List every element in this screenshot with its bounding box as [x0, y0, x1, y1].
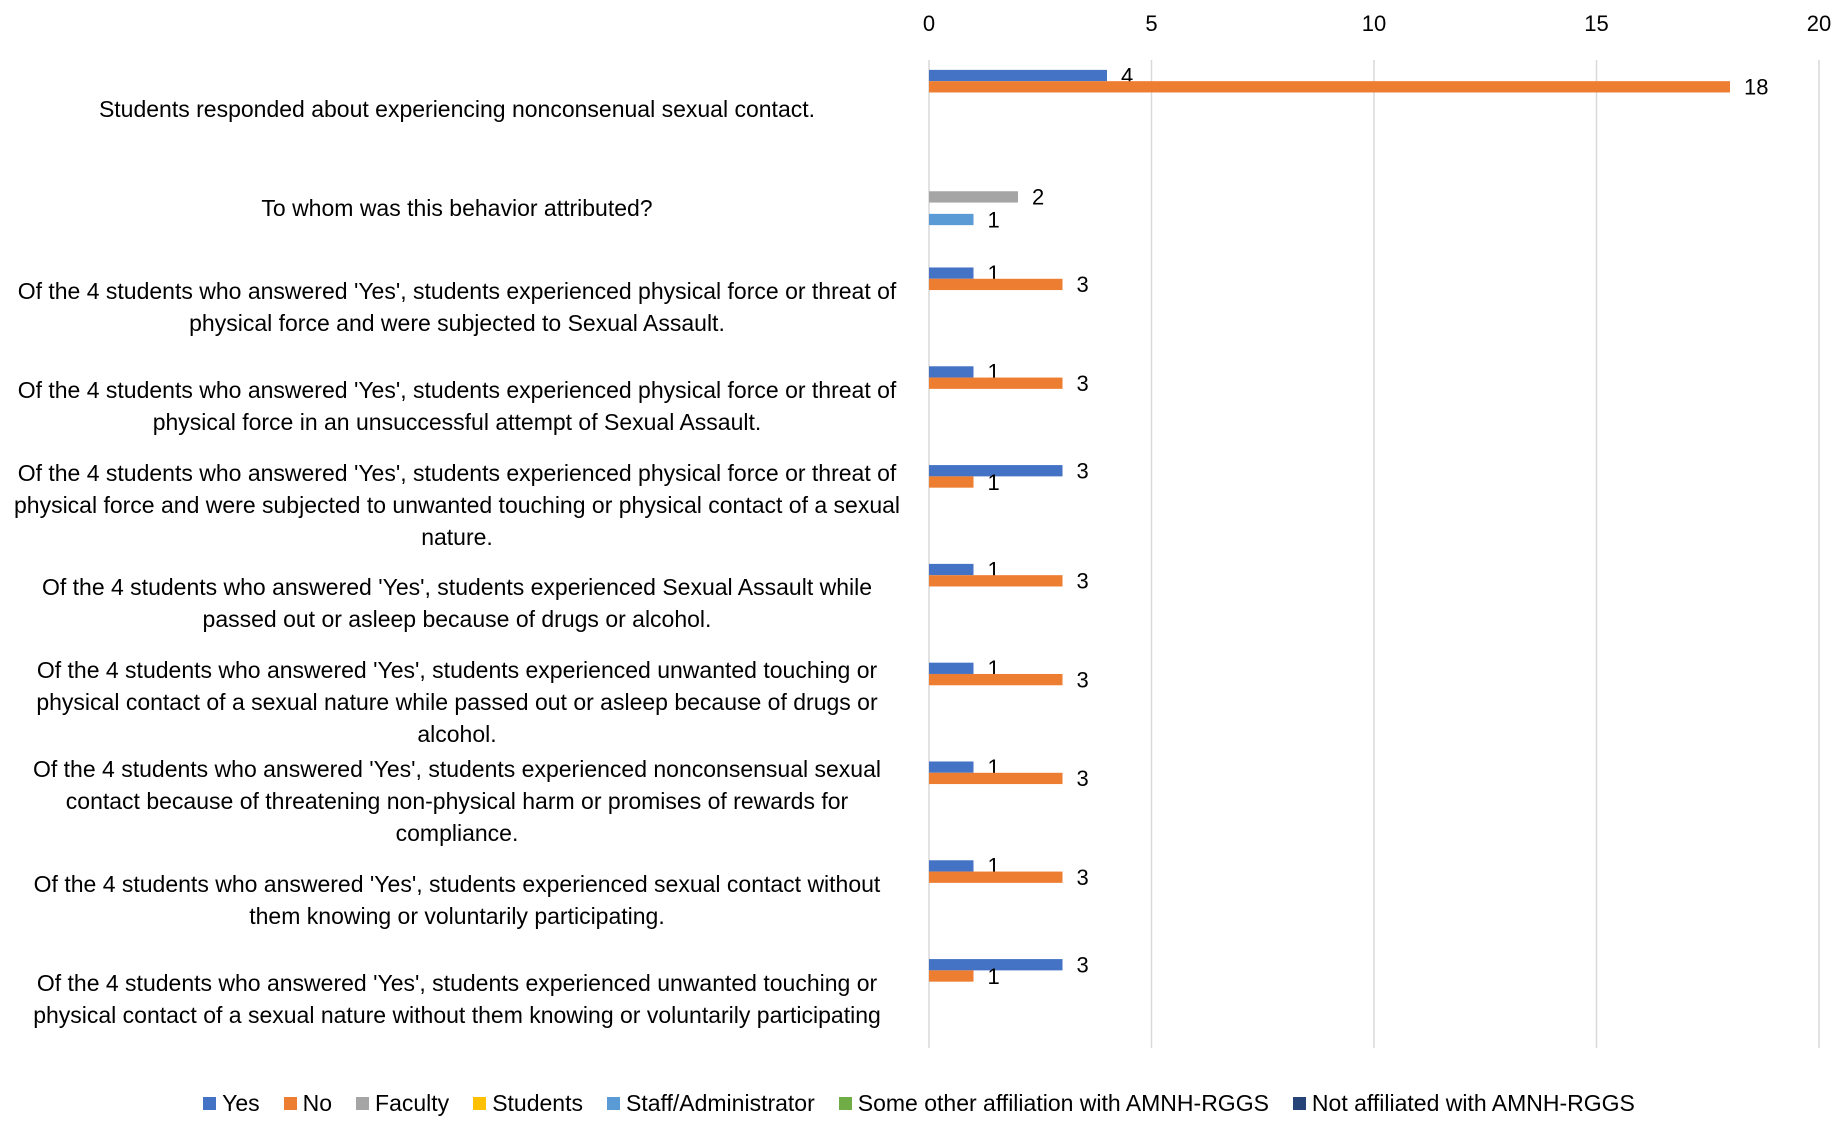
legend-swatch [356, 1097, 370, 1110]
category-label: Of the 4 students who answered 'Yes', st… [33, 756, 881, 846]
bar [929, 377, 1063, 389]
bar [929, 366, 974, 378]
category-label: To whom was this behavior attributed? [261, 195, 653, 222]
data-label: 3 [1077, 371, 1089, 396]
category-label: Of the 4 students who answered 'Yes', st… [33, 969, 881, 1028]
legend-item: Some other affiliation with AMNH-RGGS [838, 1090, 1269, 1117]
x-tick-label: 5 [1145, 11, 1157, 36]
legend-swatch [203, 1097, 217, 1110]
x-tick-label: 15 [1584, 11, 1608, 36]
bar [929, 267, 974, 279]
bar [929, 970, 974, 982]
bar [929, 673, 1063, 686]
bar [929, 761, 974, 773]
category-label: Of the 4 students who answered 'Yes', st… [41, 574, 873, 633]
legend: Yes No Faculty Students Staff/Administrator S… [0, 1090, 1838, 1117]
data-label: 18 [1744, 75, 1768, 100]
legend-swatch [838, 1097, 852, 1110]
category-label: Of the 4 students who answered 'Yes', st… [36, 657, 878, 748]
data-label: 3 [1077, 459, 1089, 484]
data-label: 1 [988, 964, 1000, 989]
x-tick-label: 0 [923, 11, 935, 36]
legend-swatch [1292, 1097, 1306, 1110]
legend-item: Staff/Administrator [606, 1090, 815, 1117]
legend-label: Some other affiliation with AMNH-RGGS [857, 1090, 1269, 1116]
bar [929, 191, 1018, 203]
legend-item: No [283, 1090, 333, 1117]
legend-label: Not affiliated with AMNH-RGGS [1311, 1090, 1635, 1116]
data-label: 3 [1077, 865, 1089, 890]
legend-item: Faculty [356, 1090, 449, 1117]
legend-label: Yes [222, 1090, 260, 1116]
bar [929, 871, 1063, 883]
bar [929, 476, 974, 488]
legend-label: Faculty [375, 1090, 450, 1116]
legend-swatch [473, 1097, 487, 1110]
data-label: 3 [1077, 766, 1089, 791]
category-label: Of the 4 students who answered 'Yes', st… [13, 459, 901, 550]
bar [929, 959, 1063, 971]
legend-label: Students [492, 1090, 583, 1116]
data-label: 2 [1032, 185, 1044, 210]
bar [929, 860, 974, 872]
data-label: 3 [1077, 569, 1089, 594]
x-tick-label: 20 [1807, 11, 1831, 36]
bar [929, 213, 974, 226]
data-label: 1 [988, 470, 1000, 495]
data-label: 1 [988, 207, 1000, 232]
bar [929, 575, 1063, 587]
legend-label: No [302, 1090, 333, 1116]
category-label: Of the 4 students who answered 'Yes', st… [17, 278, 897, 336]
bar [929, 278, 1063, 291]
legend-swatch [283, 1097, 297, 1110]
bar [929, 69, 1107, 82]
legend-item: Yes [203, 1090, 260, 1117]
bar [929, 662, 974, 674]
x-tick-label: 10 [1362, 11, 1386, 36]
category-label: Of the 4 students who answered 'Yes', st… [33, 870, 881, 929]
bar [929, 465, 1063, 477]
legend-swatch [606, 1097, 620, 1110]
legend-item: Students [473, 1090, 583, 1117]
data-label: 3 [1077, 953, 1089, 978]
bar [929, 563, 974, 576]
bar [929, 81, 1730, 93]
category-label: Of the 4 students who answered 'Yes', st… [17, 376, 897, 435]
data-label: 3 [1077, 667, 1089, 692]
category-label: Students responded about experiencing no… [98, 96, 816, 123]
legend-label: Staff/Administrator [625, 1090, 815, 1116]
legend-item: Not affiliated with AMNH-RGGS [1292, 1090, 1635, 1117]
bar [929, 772, 1063, 785]
data-label: 3 [1077, 272, 1089, 297]
